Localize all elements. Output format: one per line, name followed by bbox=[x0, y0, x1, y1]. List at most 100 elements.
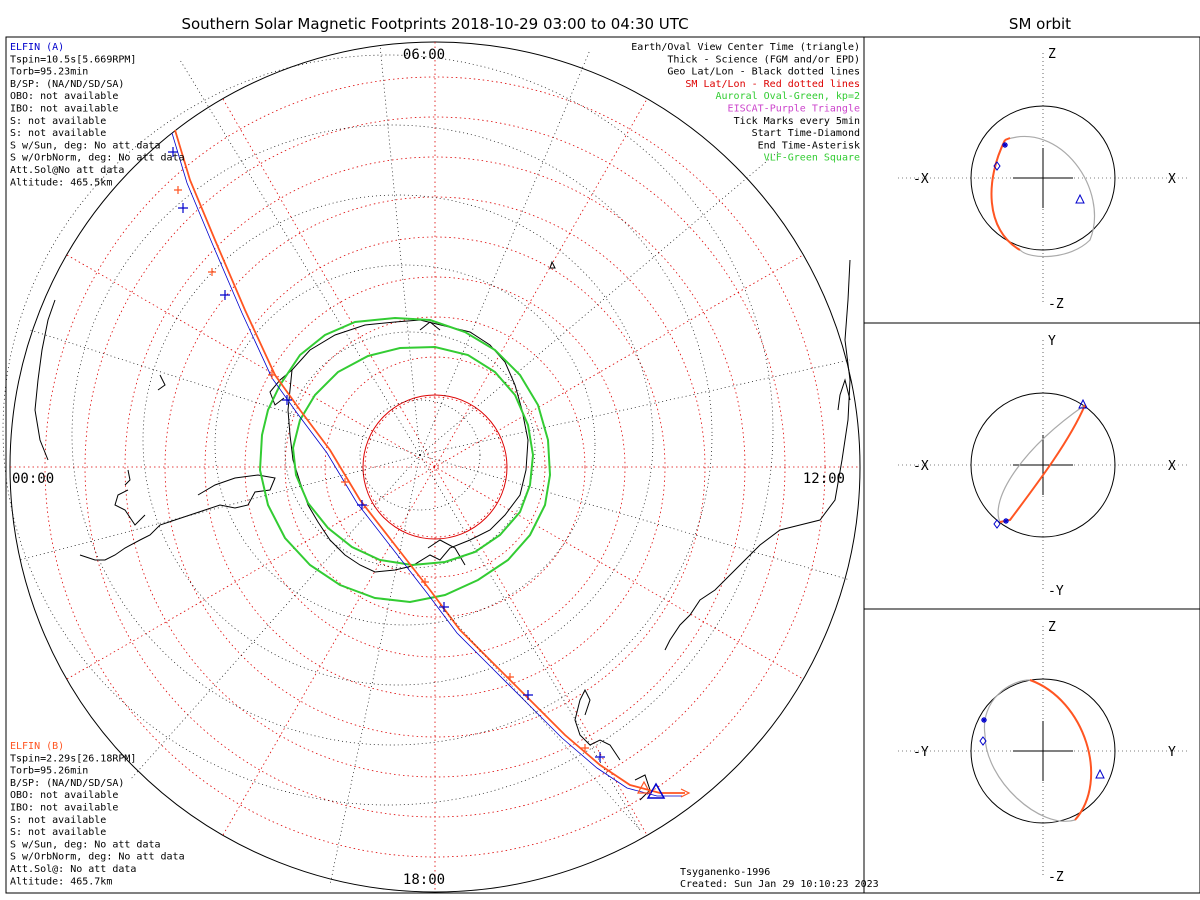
sat_b-info-line: Att.Sol@: No att data bbox=[10, 864, 136, 875]
orbit-axis-label-right: Y bbox=[1168, 745, 1176, 760]
sat_a-info-line: IBO: not available bbox=[10, 104, 118, 115]
tick-mark-b bbox=[421, 578, 429, 586]
coast-small-1 bbox=[549, 260, 556, 269]
sm-grid bbox=[10, 42, 860, 892]
legend-entry: Tick Marks every 5min bbox=[734, 116, 860, 127]
tick-mark-a bbox=[439, 602, 449, 612]
coast-peninsula bbox=[269, 369, 293, 406]
coast-south-america-3 bbox=[124, 469, 131, 486]
orbit-grey bbox=[1004, 135, 1096, 258]
sat-b-info: ELFIN (B) Tspin=2.29s[26.18RPM] Torb=95.2… bbox=[10, 741, 185, 887]
orbit-axis-label-top: Z bbox=[1048, 47, 1056, 62]
tick-mark-b bbox=[174, 186, 182, 194]
legend-entry: SM Lat/Lon - Red dotted lines bbox=[685, 79, 860, 90]
sat_b-info-line: S w/OrbNorm, deg: No att data bbox=[10, 852, 185, 863]
orbit-asterisk bbox=[981, 717, 987, 723]
coast-nz bbox=[574, 688, 621, 761]
legend-entry: VLF-Green Square bbox=[764, 153, 860, 164]
orbit-axis-label-right: X bbox=[1168, 459, 1176, 474]
legend-entry: Auroral Oval-Green, kp=2 bbox=[716, 91, 861, 102]
sat_a-info-line: S w/OrbNorm, deg: No att data bbox=[10, 153, 185, 164]
sat_b-info-line: OBO: not available bbox=[10, 790, 118, 801]
oval-inner bbox=[291, 345, 535, 567]
sat_a-info-line: B/SP: (NA/ND/SD/SA) bbox=[10, 79, 124, 90]
sat_b-info-line: Torb=95.26min bbox=[10, 766, 88, 777]
clock-label-right: 12:00 bbox=[803, 471, 845, 487]
legend: Earth/Oval View Center Time (triangle)Th… bbox=[631, 42, 860, 164]
tick-mark-a bbox=[178, 203, 188, 213]
orbit-path bbox=[990, 137, 1021, 251]
oval-outer bbox=[258, 316, 552, 604]
coast-south-america-2 bbox=[114, 489, 146, 526]
orbit-diamond bbox=[993, 161, 1001, 171]
geo-grid bbox=[2, 44, 851, 886]
clock-label-bottom: 18:00 bbox=[403, 872, 445, 888]
legend-entry: Earth/Oval View Center Time (triangle) bbox=[631, 42, 860, 53]
clock-label-top: 06:00 bbox=[403, 47, 445, 63]
orbit-diamond bbox=[979, 736, 987, 746]
sat_b-info-line: S w/Sun, deg: No att data bbox=[10, 839, 161, 850]
legend-entry: End Time-Asterisk bbox=[758, 140, 860, 151]
track-elfin-a bbox=[171, 132, 682, 797]
coast-nz-2 bbox=[634, 774, 651, 801]
tick-mark-b bbox=[341, 478, 349, 486]
coast-australia bbox=[664, 259, 851, 651]
view-center-triangle-a bbox=[646, 782, 666, 799]
sat_a-info-line: S: not available bbox=[10, 128, 106, 139]
created-label: Created: Sun Jan 29 10:10:23 2023 bbox=[680, 879, 879, 890]
orbit-title: SM orbit bbox=[1009, 15, 1071, 33]
track-end-arrow bbox=[680, 788, 691, 798]
orbit-axis-label-top: Z bbox=[1048, 620, 1056, 635]
auroral-oval bbox=[258, 316, 552, 604]
orbit-triangle bbox=[1078, 398, 1088, 409]
legend-entry: Thick - Science (FGM and/or EPD) bbox=[667, 54, 860, 65]
sat_a-info-line: OBO: not available bbox=[10, 91, 118, 102]
polar-map: 06:00 00:00 12:00 18:00 bbox=[2, 41, 861, 893]
sat-a-name: ELFIN (A) bbox=[10, 42, 64, 53]
coastlines bbox=[34, 259, 851, 801]
view-center-triangle-b bbox=[636, 780, 652, 794]
orbit-axis-label-left: -X bbox=[913, 459, 929, 474]
sat_a-info-line: Att.Sol@No att data bbox=[10, 165, 124, 176]
orbit-grey bbox=[997, 404, 1086, 523]
legend-entry: Geo Lat/Lon - Black dotted lines bbox=[667, 67, 860, 78]
sat_a-info-line: S: not available bbox=[10, 116, 106, 127]
sat_b-info-line: IBO: not available bbox=[10, 803, 118, 814]
orbit-grey bbox=[983, 679, 1076, 822]
orbit-panel-yz-frame bbox=[863, 608, 1200, 894]
orbit-panel-0: -X X Z -Z bbox=[898, 47, 1188, 312]
orbit-axis-label-top: Y bbox=[1048, 334, 1056, 349]
orbit-axis-label-bottom: -Z bbox=[1048, 870, 1064, 885]
track-elfin-b bbox=[174, 129, 685, 794]
orbit-axis-label-bottom: -Y bbox=[1048, 584, 1064, 599]
legend-entry: EISCAT-Purple Triangle bbox=[728, 104, 860, 115]
sat_b-info-line: Tspin=2.29s[26.18RPM] bbox=[10, 753, 136, 764]
coast-small-2 bbox=[419, 321, 441, 331]
model-label: Tsyganenko-1996 bbox=[680, 867, 770, 878]
orbit-panels: -X X Z -Z -X X Y -Y -Y Y Z -Z bbox=[898, 47, 1188, 885]
orbit-triangle bbox=[1075, 193, 1085, 204]
sat_b-info-line: Altitude: 465.7km bbox=[10, 876, 112, 887]
tick-mark-a bbox=[168, 147, 178, 157]
sat_a-info-line: Altitude: 465.5km bbox=[10, 177, 112, 188]
sat_b-info-line: B/SP: (NA/ND/SD/SA) bbox=[10, 778, 124, 789]
orbit-axis-label-left: -X bbox=[913, 172, 929, 187]
tick-mark-b bbox=[208, 268, 216, 276]
tick-mark-b bbox=[506, 673, 514, 681]
tick-mark-a bbox=[523, 690, 533, 700]
sat_b-info-line: S: not available bbox=[10, 827, 106, 838]
orbit-asterisk bbox=[1002, 142, 1008, 148]
sat_b-info-line: S: not available bbox=[10, 815, 106, 826]
sat_a-info-line: Tspin=10.5s[5.669RPM] bbox=[10, 54, 136, 65]
tick-mark-a bbox=[595, 752, 605, 762]
tick-mark-a bbox=[282, 395, 292, 405]
tick-mark-a bbox=[220, 290, 230, 300]
sat-b-name: ELFIN (B) bbox=[10, 741, 64, 752]
orbit-axis-label-left: -Y bbox=[913, 745, 929, 760]
footprint-track bbox=[168, 129, 691, 831]
clock-label-left: 00:00 bbox=[12, 471, 54, 487]
orbit-asterisk bbox=[1003, 518, 1009, 524]
sat_a-info-line: Torb=95.23min bbox=[10, 67, 88, 78]
coast-south-america bbox=[79, 474, 276, 561]
